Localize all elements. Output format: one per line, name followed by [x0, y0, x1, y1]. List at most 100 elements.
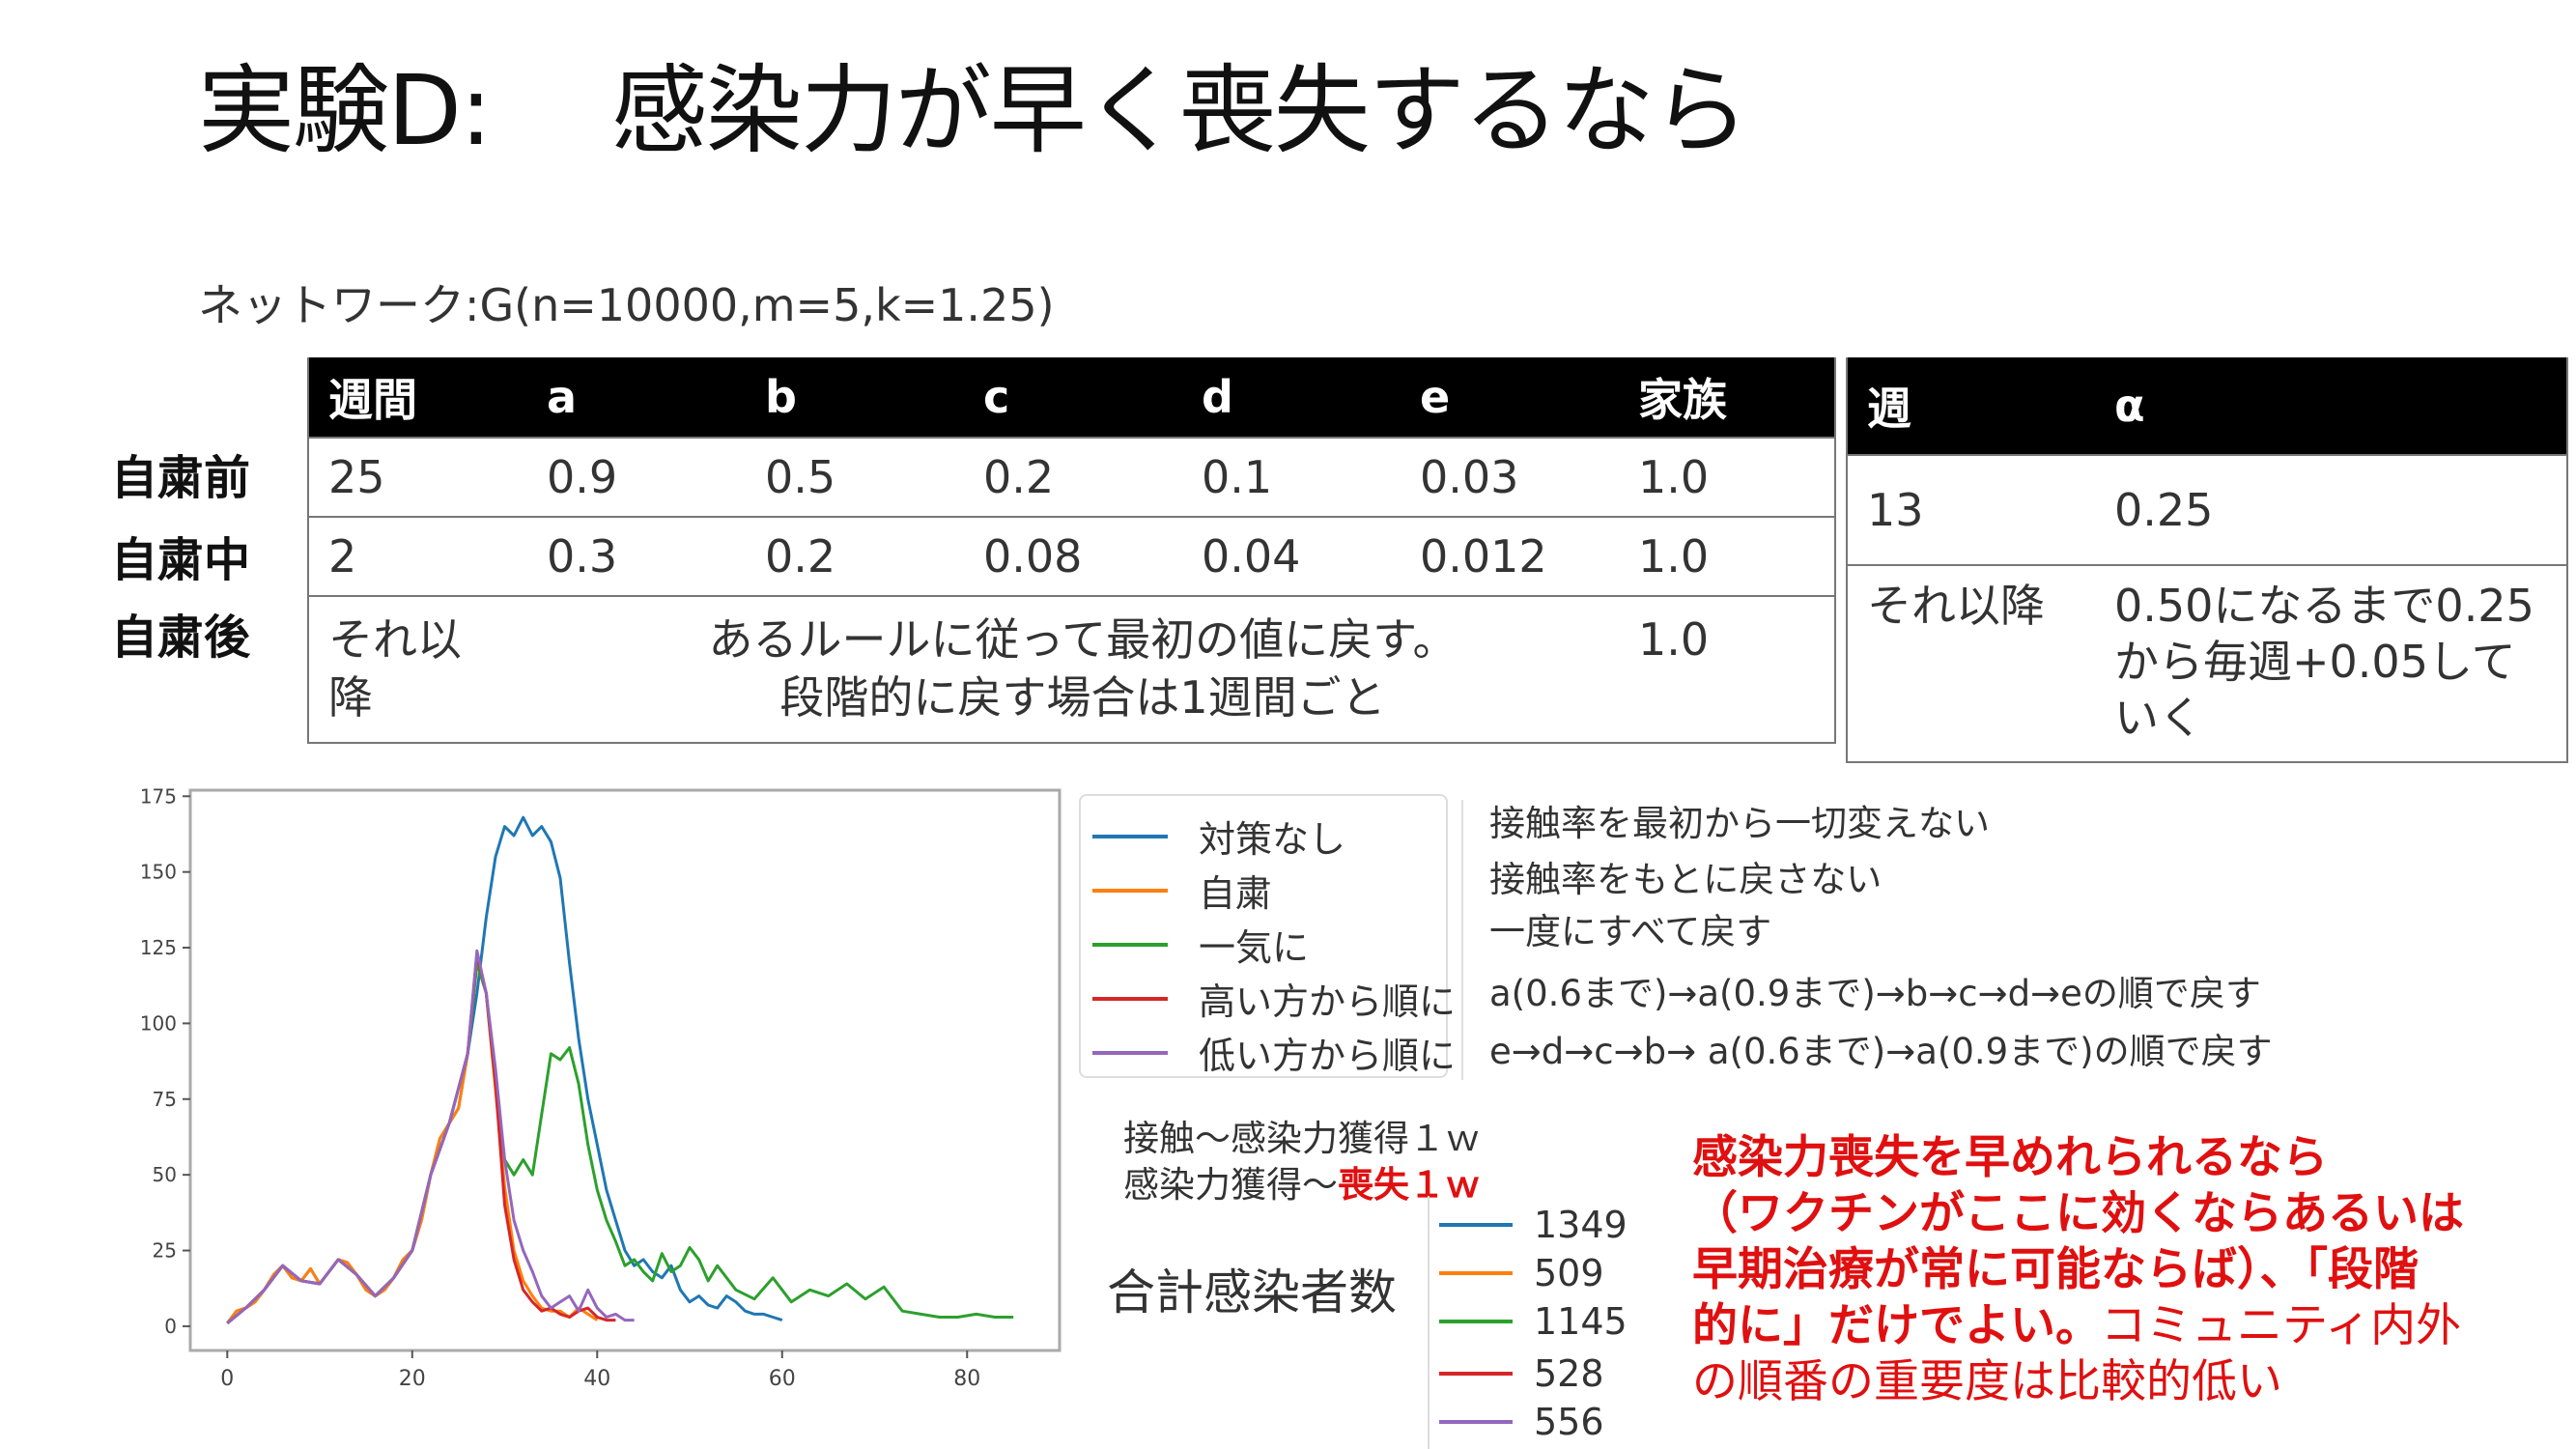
separator-line: [1461, 800, 1463, 1080]
total-item-low-first: 556: [1439, 1401, 1604, 1443]
totals-separator: [1428, 1196, 1430, 1449]
legend-desc-high-first: a(0.6まで)→a(0.9まで)→b→c→d→eの順で戻す: [1489, 973, 2261, 1014]
legend-swatch: [1092, 1050, 1168, 1055]
table-cell: 0.3: [527, 516, 746, 597]
conclusion-line5: の順番の重要度は比較的低い: [1692, 1355, 2282, 1408]
legend-item-restraint: 自粛: [1092, 864, 1272, 917]
contact-rate-table: 週間 a b c d e 家族 25 0.9 0.5 0.2 0.1 0.03 …: [307, 357, 1836, 744]
legend-desc-none: 接触率を最初から一切変えない: [1489, 803, 1990, 844]
table-row: それ以降 あるルールに従って最初の値に戻す。 段階的に戻す場合は1週間ごと 1.0: [308, 595, 1835, 744]
legend-swatch: [1092, 888, 1168, 893]
col-header-e: e: [1401, 357, 1619, 438]
note-loss-prefix: 感染力獲得～: [1123, 1164, 1338, 1206]
x-tick-label: 40: [583, 1367, 610, 1391]
table-row: 13 0.25: [1847, 454, 2567, 566]
title-part1: 実験D:: [198, 54, 493, 167]
table-cell: 0.2: [964, 437, 1182, 518]
table-cell: 0.08: [964, 516, 1182, 597]
table-cell: 0.5: [746, 437, 964, 518]
table-cell: 0.50になるまで0.25 から毎週+0.05して いく: [2095, 564, 2567, 763]
table-cell: 0.03: [1401, 437, 1619, 518]
legend-label: 高い方から順に: [1199, 980, 1457, 1023]
col-header-alpha: α: [2095, 357, 2567, 455]
total-item-high-first: 528: [1439, 1352, 1604, 1395]
table-cell: 1.0: [1619, 516, 1835, 597]
y-tick-label: 125: [140, 936, 177, 959]
legend-item-none: 対策なし: [1092, 810, 1345, 863]
table-cell: 25: [308, 437, 527, 518]
network-spec: ネットワーク:G(n=10000,m=5,k=1.25): [198, 279, 1055, 331]
legend-label: 一気に: [1199, 926, 1310, 969]
table-cell-after-period: それ以降: [308, 595, 527, 744]
legend-item-high-first: 高い方から順に: [1092, 972, 1456, 1025]
after-rule-line1: あるルールに従って最初の値に戻す。: [708, 613, 1458, 666]
table-cell: 0.25: [2095, 454, 2567, 566]
conclusion-line1: 感染力喪失を早めれられるなら: [1692, 1131, 2328, 1184]
total-value: 1349: [1534, 1204, 1628, 1246]
legend-swatch: [1092, 996, 1168, 1001]
col-header-a: a: [527, 357, 746, 438]
after-period-line2: 降: [328, 671, 373, 724]
conclusion-tail: コミュニティ内外: [2101, 1299, 2462, 1352]
y-tick-label: 100: [140, 1011, 177, 1035]
table-cell: 0.2: [746, 516, 964, 597]
chart-legend: 対策なし 自粛 一気に 高い方から順に 低い方から順に: [1079, 794, 1456, 1078]
table-cell: 0.04: [1182, 516, 1401, 597]
x-tick-label: 0: [220, 1367, 234, 1391]
conclusion-line2: （ワクチンがここに効くならあるいは: [1692, 1187, 2464, 1240]
series-line-4: [226, 949, 635, 1324]
col-header-d: d: [1182, 357, 1401, 438]
x-tick-label: 60: [769, 1367, 796, 1391]
series-lines: [226, 815, 1014, 1324]
alpha-table: 週 α 13 0.25 それ以降 0.50になるまで0.25 から毎週+0.05し…: [1846, 357, 2568, 763]
conclusion-line3: 早期治療が常に可能ならば）、「段階: [1692, 1243, 2419, 1296]
table-cell: 0.9: [527, 437, 746, 518]
legend-label: 低い方から順に: [1199, 1035, 1457, 1077]
y-tick-label: 25: [153, 1239, 177, 1263]
table-header-row: 週間 a b c d e 家族: [308, 357, 1835, 438]
infection-line-chart: 0 20 40 60 80 0 25 50 75 100 125 150 175: [140, 784, 1062, 1391]
row-label-after: 自粛後: [111, 611, 251, 665]
total-value: 1145: [1534, 1300, 1628, 1343]
note-loss: 感染力獲得～喪失１ｗ: [1123, 1155, 1481, 1208]
table-cell-after-family: 1.0: [1619, 595, 1835, 744]
table-cell: 0.1: [1182, 437, 1401, 518]
table-cell: 1.0: [1619, 437, 1835, 518]
total-swatch: [1439, 1420, 1513, 1424]
y-tick-label: 0: [164, 1315, 177, 1338]
conclusion-line4: 的に」だけでよい。: [1692, 1299, 2101, 1352]
total-swatch: [1439, 1372, 1513, 1376]
legend-item-low-first: 低い方から順に: [1092, 1026, 1456, 1079]
y-tick-label: 175: [140, 784, 177, 808]
plot-frame: [188, 788, 1062, 1352]
table-cell: 0.012: [1401, 516, 1619, 597]
total-value: 556: [1534, 1401, 1604, 1443]
after-period-line1: それ以: [328, 613, 462, 666]
col-header-c: c: [964, 357, 1182, 438]
col-header-family: 家族: [1619, 357, 1835, 438]
total-swatch: [1439, 1223, 1513, 1227]
x-tick-label: 20: [399, 1367, 426, 1391]
axis-ticks: 0 20 40 60 80 0 25 50 75 100 125 150 175: [140, 784, 980, 1391]
y-tick-label: 75: [153, 1088, 177, 1111]
table-row: それ以降 0.50になるまで0.25 から毎週+0.05して いく: [1847, 564, 2567, 763]
table-cell: 2: [308, 516, 527, 597]
total-value: 509: [1534, 1252, 1604, 1294]
after-rule-line2: 段階的に戻す場合は1週間ごと: [779, 671, 1386, 724]
legend-desc-low-first: e→d→c→b→ a(0.6まで)→a(0.9まで)の順で戻す: [1489, 1031, 2273, 1072]
x-tick-label: 80: [953, 1367, 980, 1391]
y-tick-label: 150: [140, 861, 177, 884]
alpha-rule-line1: 0.50になるまで0.25: [2114, 580, 2534, 632]
total-swatch: [1439, 1320, 1513, 1323]
legend-label: 自粛: [1199, 872, 1273, 915]
table-cell-after-rule: あるルールに従って最初の値に戻す。 段階的に戻す場合は1週間ごと: [527, 595, 1619, 744]
total-swatch: [1439, 1271, 1513, 1275]
y-tick-label: 50: [153, 1163, 177, 1186]
total-item-all-at-once: 1145: [1439, 1300, 1628, 1343]
alpha-rule-line3: いく: [2114, 692, 2203, 744]
page-title: 実験D: 感染力が早く喪失するなら: [198, 53, 1749, 169]
table-cell: 13: [1847, 454, 2095, 566]
table-row: 25 0.9 0.5 0.2 0.1 0.03 1.0: [308, 437, 1835, 518]
title-part2: 感染力が早く喪失するなら: [610, 54, 1749, 167]
alpha-rule-line2: から毎週+0.05して: [2114, 636, 2516, 688]
